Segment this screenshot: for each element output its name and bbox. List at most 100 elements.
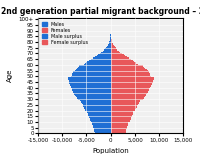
Bar xyxy=(95,133,111,134)
Bar xyxy=(111,56,127,57)
Bar xyxy=(111,107,137,108)
Bar xyxy=(111,68,145,69)
Y-axis label: Age: Age xyxy=(7,69,13,82)
Bar xyxy=(111,79,154,80)
Bar xyxy=(111,127,127,128)
Bar xyxy=(111,43,113,44)
Bar xyxy=(90,120,111,121)
Bar xyxy=(77,97,111,99)
Bar xyxy=(94,128,111,129)
Bar xyxy=(98,54,111,55)
Bar xyxy=(111,114,132,116)
Bar xyxy=(106,47,111,48)
Bar xyxy=(83,105,111,107)
Bar xyxy=(72,73,111,75)
Bar xyxy=(111,60,133,61)
Bar xyxy=(87,111,111,112)
Bar xyxy=(111,78,154,79)
Bar xyxy=(111,133,125,134)
Bar xyxy=(111,47,116,48)
Bar xyxy=(111,61,134,62)
Bar xyxy=(108,45,111,46)
Bar xyxy=(110,39,111,40)
X-axis label: Population: Population xyxy=(92,148,129,154)
Bar xyxy=(111,113,133,114)
Bar xyxy=(111,55,125,56)
Bar xyxy=(111,85,151,86)
Bar xyxy=(79,66,111,67)
Bar xyxy=(95,56,111,57)
Bar xyxy=(111,121,130,123)
Bar xyxy=(111,112,133,113)
Bar xyxy=(93,125,111,126)
Bar xyxy=(69,80,111,81)
Bar xyxy=(78,99,111,100)
Bar xyxy=(111,128,127,129)
Bar xyxy=(89,116,111,117)
Bar xyxy=(111,129,126,130)
Bar xyxy=(100,53,111,54)
Bar xyxy=(110,40,111,42)
Bar xyxy=(92,124,111,125)
Bar xyxy=(71,86,111,87)
Bar xyxy=(87,112,111,113)
Bar xyxy=(111,100,140,101)
Title: 2nd generation partial migrant background – 2022: 2nd generation partial migrant backgroun… xyxy=(1,7,200,16)
Bar xyxy=(111,117,131,118)
Bar xyxy=(68,77,111,78)
Bar xyxy=(90,119,111,120)
Bar xyxy=(111,132,126,133)
Bar xyxy=(78,67,111,68)
Bar xyxy=(72,88,111,89)
Bar xyxy=(110,36,111,37)
Bar xyxy=(83,104,111,105)
Bar xyxy=(69,81,111,83)
Bar xyxy=(111,70,148,71)
Bar xyxy=(73,72,111,73)
Bar xyxy=(76,96,111,97)
Bar xyxy=(111,102,139,103)
Legend: Males, Females, Male surplus, Female surplus: Males, Females, Male surplus, Female sur… xyxy=(40,21,89,46)
Bar xyxy=(76,69,111,70)
Bar xyxy=(111,103,139,104)
Bar xyxy=(111,126,127,127)
Bar xyxy=(111,120,130,121)
Bar xyxy=(111,67,144,68)
Bar xyxy=(111,118,131,119)
Bar xyxy=(111,93,147,94)
Bar xyxy=(111,94,146,95)
Bar xyxy=(81,102,111,103)
Bar xyxy=(111,108,136,109)
Bar xyxy=(68,79,111,80)
Bar xyxy=(104,49,111,51)
Bar xyxy=(111,96,145,97)
Bar xyxy=(70,85,111,86)
Bar xyxy=(111,40,112,42)
Bar xyxy=(94,130,111,132)
Bar xyxy=(111,69,147,70)
Bar xyxy=(111,64,138,66)
Bar xyxy=(73,71,111,72)
Bar xyxy=(90,118,111,119)
Bar xyxy=(74,94,111,95)
Bar xyxy=(111,130,126,132)
Bar xyxy=(111,52,120,53)
Bar xyxy=(85,110,111,111)
Bar xyxy=(111,39,112,40)
Bar xyxy=(111,86,151,87)
Bar xyxy=(111,53,122,54)
Bar xyxy=(111,44,113,45)
Bar xyxy=(89,60,111,61)
Bar xyxy=(68,78,111,79)
Bar xyxy=(110,37,111,38)
Bar xyxy=(111,89,149,90)
Bar xyxy=(93,127,111,128)
Bar xyxy=(84,64,111,66)
Bar xyxy=(72,89,111,90)
Bar xyxy=(111,81,153,83)
Bar xyxy=(111,54,124,55)
Bar xyxy=(111,119,131,120)
Bar xyxy=(111,101,140,102)
Bar xyxy=(82,103,111,104)
Bar xyxy=(111,59,131,60)
